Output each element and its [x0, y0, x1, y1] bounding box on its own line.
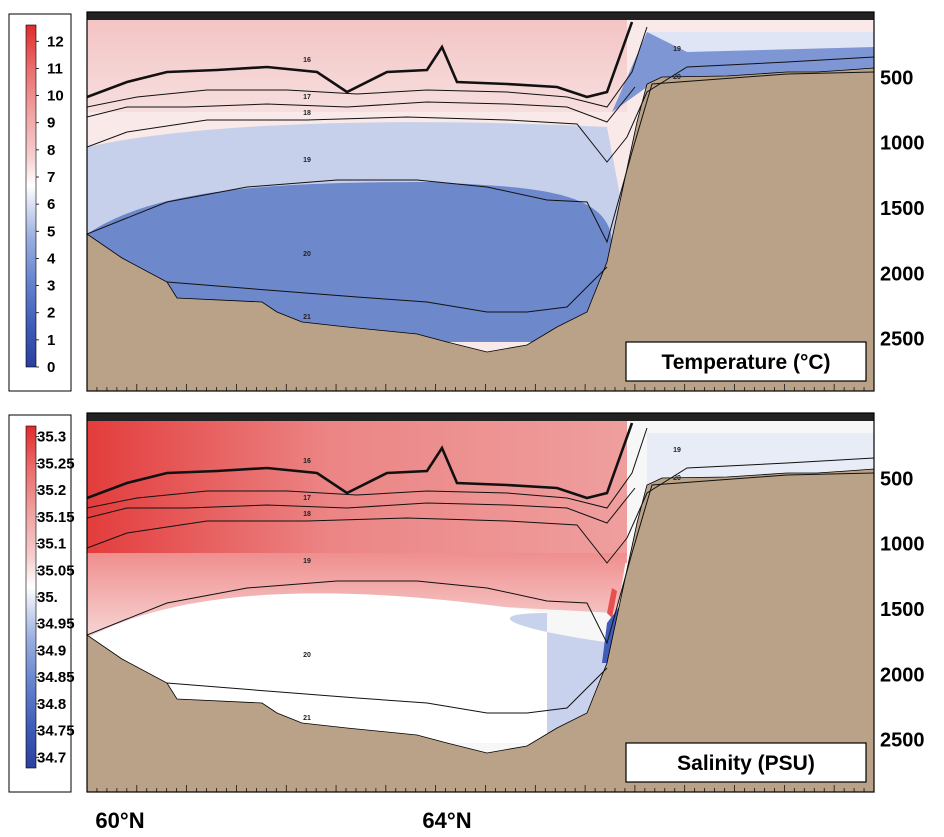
colorbar-tick-label: 11 — [47, 60, 63, 77]
panel-title: Temperature (°C) — [661, 351, 830, 374]
colorbar-tick-label: 9 — [47, 115, 55, 132]
slope-saline-core — [607, 588, 617, 618]
colorbar-tick-label: 4 — [47, 250, 56, 267]
upper-warm-layer — [87, 12, 627, 112]
colorbar-tick-label: 35.3 — [37, 429, 66, 446]
isopycnal-21 — [166, 266, 608, 313]
latitude-tick-label: 64°N — [422, 808, 471, 833]
isopycnal-18 — [87, 86, 636, 123]
isopycnal-label: 20 — [303, 251, 311, 258]
colorbar-tick-label: 10 — [47, 88, 64, 105]
colorbar-tick-label: 12 — [47, 33, 64, 50]
isopycnal-label: 17 — [303, 94, 311, 101]
surface-band — [87, 413, 874, 421]
colorbar-tick-label: 35. — [37, 589, 58, 606]
isopycnal-label: 19 — [303, 558, 311, 565]
depth-tick-label: 1500 — [880, 198, 925, 220]
plot-frame — [86, 11, 875, 392]
isopycnal-label: 17 — [303, 495, 311, 502]
colorbar-tick-label: 35.05 — [37, 562, 75, 579]
salinity-panel: 16 17 18 19 20 21 19 20 Salinity (PSU) 35.3 35.25 3… — [8, 412, 925, 793]
isopycnal-17 — [87, 26, 648, 108]
isopycnal-19 — [87, 457, 874, 564]
title-box-bg — [625, 341, 867, 382]
isopycnal-label: 20 — [303, 652, 311, 659]
colorbar-tick-label: 6 — [47, 196, 55, 213]
depth-tick-label: 2500 — [880, 730, 925, 752]
colorbar-tick-label: 0 — [47, 359, 55, 376]
plot-area: 16 17 18 19 20 21 19 20 — [87, 12, 874, 391]
colorbar-tick-label: 34.75 — [37, 723, 75, 740]
panel-title-box: Salinity (PSU) — [625, 742, 867, 783]
shelf-cold-water — [612, 32, 874, 112]
title-box-bg — [625, 742, 867, 783]
colorbar-tick-label: 35.25 — [37, 455, 75, 472]
colorbar-tick-label: 35.2 — [37, 482, 66, 499]
isopycnal-label: 18 — [303, 110, 311, 117]
colorbar-tick-label: 7 — [47, 169, 55, 186]
colorbar-tick-label: 34.85 — [37, 669, 75, 686]
isopycnal-label: 18 — [303, 511, 311, 518]
panel-title: Salinity (PSU) — [677, 752, 815, 775]
depth-tick-label: 2500 — [880, 329, 925, 351]
colorbar-frame — [8, 13, 72, 392]
depth-tick-label: 2000 — [880, 263, 925, 285]
colorbar-ramp — [25, 425, 37, 769]
depth-tick-label: 1000 — [880, 133, 925, 155]
depth-tick-label: 500 — [880, 468, 913, 490]
colorbar-tick-label: 1 — [47, 332, 55, 349]
colorbar-ramp — [25, 24, 37, 368]
isopycnal-label: 20 — [673, 475, 681, 482]
latitude-tick-label: 60°N — [95, 808, 144, 833]
isopycnal-21 — [166, 667, 608, 714]
colorbar-tick-label: 2 — [47, 305, 55, 322]
isopycnal-label: 21 — [303, 314, 311, 321]
isopycnal-label: 21 — [303, 715, 311, 722]
isopycnal-20 — [87, 472, 874, 645]
surface-band — [87, 12, 874, 20]
depth-tick-label: 500 — [880, 67, 913, 89]
isopycnal-label: 16 — [303, 57, 311, 64]
panel-title-box: Temperature (°C) — [625, 341, 867, 382]
isopycnal-16 — [87, 422, 634, 500]
isopycnal-label: 19 — [303, 157, 311, 164]
colorbar-tick-label: 34.8 — [37, 696, 66, 713]
colorbar-tick-label: 8 — [47, 142, 55, 159]
isopycnal-label: 16 — [303, 458, 311, 465]
latitude-axis: 60°N 64°N — [95, 808, 471, 833]
shelf-surface-water — [647, 32, 874, 52]
plot-frame — [86, 412, 875, 793]
isopycnal-19 — [87, 56, 874, 163]
colorbar-tick-label: 35.15 — [37, 509, 75, 526]
depth-tick-label: 1500 — [880, 599, 925, 621]
colorbar-tick-label: 34.9 — [37, 642, 66, 659]
isopycnal-label: 19 — [673, 46, 681, 53]
isopycnal-18 — [87, 487, 636, 524]
isopycnal-label: 20 — [673, 74, 681, 81]
depth-tick-label: 2000 — [880, 664, 925, 686]
isopycnal-16 — [87, 21, 634, 99]
depth-tick-label: 1000 — [880, 534, 925, 556]
isopycnal-17 — [87, 427, 648, 509]
isopycnal-20 — [87, 71, 874, 244]
colorbar-tick-label: 34.95 — [37, 616, 75, 633]
seafloor — [87, 468, 874, 792]
colorbar-frame — [8, 414, 72, 793]
seafloor — [87, 67, 874, 391]
colorbar-tick-label: 3 — [47, 278, 55, 295]
isopycnal-label: 19 — [673, 447, 681, 454]
colorbar-tick-label: 5 — [47, 223, 55, 240]
deep-low-salinity-wedge — [509, 613, 612, 733]
plot-area: 16 17 18 19 20 21 19 20 — [87, 413, 874, 792]
colorbar-tick-label: 35.1 — [37, 536, 66, 553]
colorbar-tick-label: 34.7 — [37, 749, 66, 766]
